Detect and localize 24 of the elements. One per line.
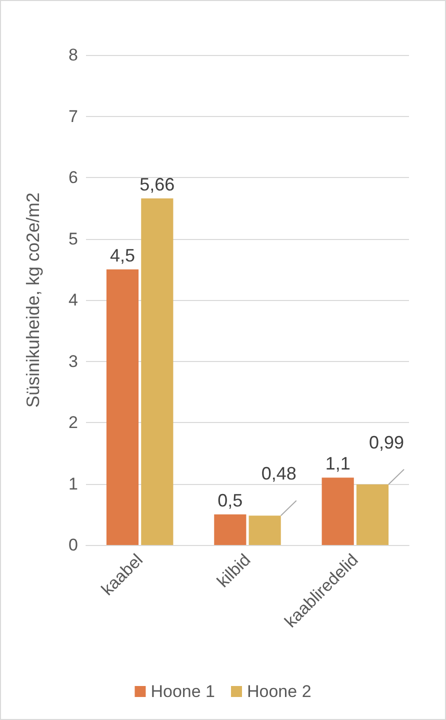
y-tick-label: 0 bbox=[68, 536, 78, 554]
bar bbox=[248, 516, 281, 545]
bar bbox=[106, 269, 139, 545]
bar bbox=[214, 514, 246, 545]
bar bbox=[322, 478, 354, 545]
data-label: 0,48 bbox=[261, 464, 296, 484]
y-tick-label: 3 bbox=[68, 352, 78, 371]
data-label: 0,99 bbox=[368, 432, 404, 452]
data-label: 0,5 bbox=[218, 490, 243, 510]
data-label: 1,1 bbox=[325, 454, 350, 474]
legend-label: Hoone 1 bbox=[150, 682, 216, 701]
data-label: 5,66 bbox=[140, 174, 175, 194]
y-tick-label: 6 bbox=[68, 168, 78, 187]
y-tick-label: 5 bbox=[68, 229, 78, 248]
y-tick-label: 7 bbox=[68, 106, 78, 126]
bar bbox=[356, 484, 389, 545]
legend-label: Hoone 2 bbox=[247, 682, 312, 701]
y-tick-label: 2 bbox=[68, 413, 78, 432]
y-axis-title: Süsinikuheide, kg co2e/m2 bbox=[23, 192, 43, 408]
y-tick-label: 1 bbox=[68, 474, 78, 494]
y-tick-label: 8 bbox=[68, 46, 78, 64]
bar bbox=[141, 198, 174, 545]
data-label: 4,5 bbox=[110, 245, 136, 266]
y-tick-label: 4 bbox=[68, 290, 78, 310]
